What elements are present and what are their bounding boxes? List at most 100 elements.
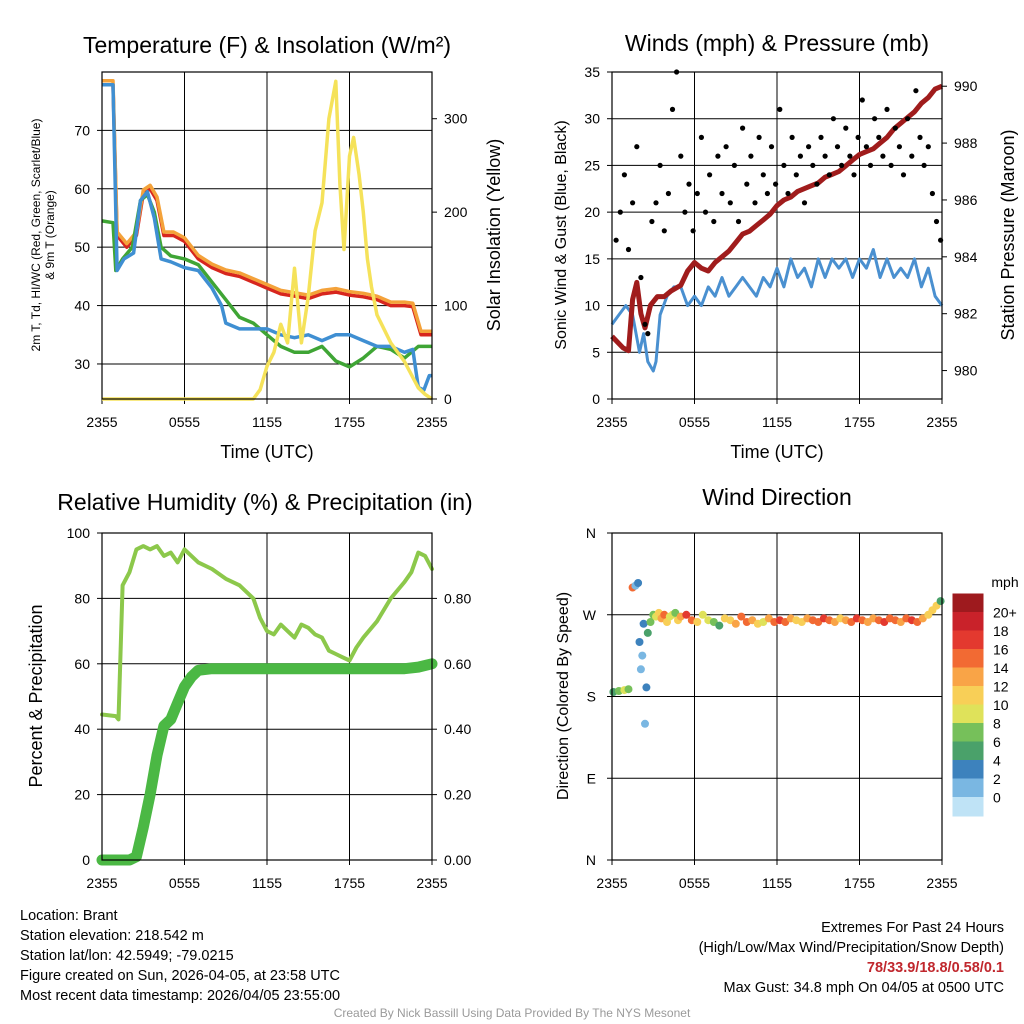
wind-y-tick-label: 15 xyxy=(584,251,600,267)
dir-point xyxy=(643,628,652,637)
wind-gust-point xyxy=(867,162,874,168)
wind-gust-point xyxy=(909,153,915,159)
dir-x-tick-label: 0555 xyxy=(679,875,710,891)
wind-gust-point xyxy=(665,190,672,197)
wind-gust-point xyxy=(764,190,771,197)
dir-point xyxy=(737,612,746,621)
dir-point xyxy=(693,618,702,626)
wind-gust-point xyxy=(797,153,804,159)
wind-gust-point xyxy=(711,218,717,225)
wind-y-tick-label: 5 xyxy=(592,344,600,360)
temp-series-wc xyxy=(102,83,432,392)
extremes-info: Extremes For Past 24 Hours (High/Low/Max… xyxy=(699,918,1004,998)
wind-gust-point xyxy=(806,144,812,150)
wind-gust-point xyxy=(653,200,659,206)
wind-gust-point xyxy=(789,134,795,140)
dir-y-tick-label: N xyxy=(586,525,596,541)
wind-gust-point xyxy=(880,153,886,159)
dir-point xyxy=(715,621,724,630)
dir-legend-title: mph xyxy=(991,574,1018,590)
wind-gust-point xyxy=(707,172,713,178)
temp-title: Temperature (F) & Insolation (W/m²) xyxy=(83,32,451,58)
temp-xlabel: Time (UTC) xyxy=(220,442,313,462)
wind-gust-point xyxy=(801,200,808,206)
wind-gust-point xyxy=(715,153,721,159)
dir-point xyxy=(641,719,649,728)
wind-title: Winds (mph) & Pressure (mb) xyxy=(625,30,929,56)
dir-x-tick-label: 2355 xyxy=(926,875,957,891)
wind-gust-point xyxy=(892,125,898,131)
temp-y2-tick-label: 300 xyxy=(444,111,468,127)
dir-legend-swatch xyxy=(952,612,984,632)
rh-y2-tick-label: 0.60 xyxy=(444,656,471,672)
wind-gust-point xyxy=(876,134,882,140)
wind-gust-point xyxy=(855,134,861,140)
wind-gust-point xyxy=(731,162,738,168)
figure-created: Figure created on Sun, 2026-04-05, at 23… xyxy=(20,968,340,984)
wind-x-tick-label: 2355 xyxy=(926,414,957,430)
wind-gust-point xyxy=(748,153,754,159)
temp-y2-tick-label: 100 xyxy=(444,298,468,314)
wind-gust-point xyxy=(752,200,758,206)
station-location: Location: Brant xyxy=(20,908,118,924)
wind-gust-point xyxy=(625,246,632,253)
dir-point xyxy=(639,619,648,628)
wind-y-tick-label: 20 xyxy=(584,204,600,220)
wind-gust-point xyxy=(702,209,709,215)
rh-y2-tick-label: 0.40 xyxy=(444,721,471,737)
rh-left-label: Percent & Precipitation xyxy=(26,604,46,787)
dir-title: Wind Direction xyxy=(702,484,852,510)
dir-legend-label: 8 xyxy=(993,716,1001,732)
wind-gust-point xyxy=(649,218,655,225)
dir-frame xyxy=(611,532,943,861)
wind-gust-point xyxy=(621,172,628,178)
wind-gust-point xyxy=(900,172,907,178)
dir-legend-swatch xyxy=(952,630,984,650)
dir-legend-swatch xyxy=(952,778,984,798)
wind-y-tick-label: 30 xyxy=(584,111,600,127)
extremes-subtitle: (High/Low/Max Wind/Precipitation/Snow De… xyxy=(698,940,1004,956)
wind-gust-point xyxy=(777,106,783,112)
temp-x-tick-label: 0555 xyxy=(169,414,200,430)
dir-point xyxy=(642,683,651,692)
wind-gust-point xyxy=(785,190,791,197)
wind-y-tick-label: 0 xyxy=(592,391,600,407)
temp-y-tick-label: 70 xyxy=(74,122,90,138)
wind-gust-point xyxy=(634,144,640,150)
rh-title: Relative Humidity (%) & Precipitation (i… xyxy=(57,489,472,515)
wind-y-tick-label: 25 xyxy=(584,157,600,173)
temp-frame xyxy=(101,71,433,400)
dir-x-tick-label: 2355 xyxy=(596,875,627,891)
wind-y2-tick-label: 986 xyxy=(954,192,978,208)
rh-y-tick-label: 100 xyxy=(67,525,91,541)
wind-gust-point xyxy=(859,97,865,103)
temp-x-tick-label: 2355 xyxy=(416,414,447,430)
wind-x-tick-label: 0555 xyxy=(679,414,710,430)
dir-legend-label: 2 xyxy=(993,771,1001,787)
wind-y2-tick-label: 980 xyxy=(954,363,978,379)
dir-y-tick-label: W xyxy=(583,607,597,623)
dir-point xyxy=(638,651,647,660)
wind-gust-point xyxy=(630,200,636,206)
wind-y2-tick-label: 988 xyxy=(954,135,978,151)
dir-legend-swatch xyxy=(952,667,984,687)
wind-gust-point xyxy=(690,228,696,234)
dir-point xyxy=(936,597,945,606)
wind-gust-point xyxy=(744,181,750,187)
credit-line: Created By Nick Bassill Using Data Provi… xyxy=(333,1006,691,1020)
wind-gust-point xyxy=(682,209,688,215)
dir-point xyxy=(698,610,707,619)
wind-gust-point xyxy=(933,218,940,225)
temp-x-tick-label: 1155 xyxy=(252,414,282,430)
wind-gust-point xyxy=(661,228,667,234)
wind-gust-point xyxy=(929,190,936,197)
wind-x-tick-label: 1155 xyxy=(762,414,792,430)
dir-legend-label: 0 xyxy=(993,790,1001,806)
dir-legend-swatch xyxy=(952,686,984,706)
dir-legend-swatch xyxy=(952,741,984,761)
temp-y2-tick-label: 0 xyxy=(444,391,452,407)
rh-x-tick-label: 2355 xyxy=(86,875,117,891)
dir-point xyxy=(731,619,740,628)
rh-y-tick-label: 80 xyxy=(74,590,90,606)
wind-gust-point xyxy=(872,116,878,122)
